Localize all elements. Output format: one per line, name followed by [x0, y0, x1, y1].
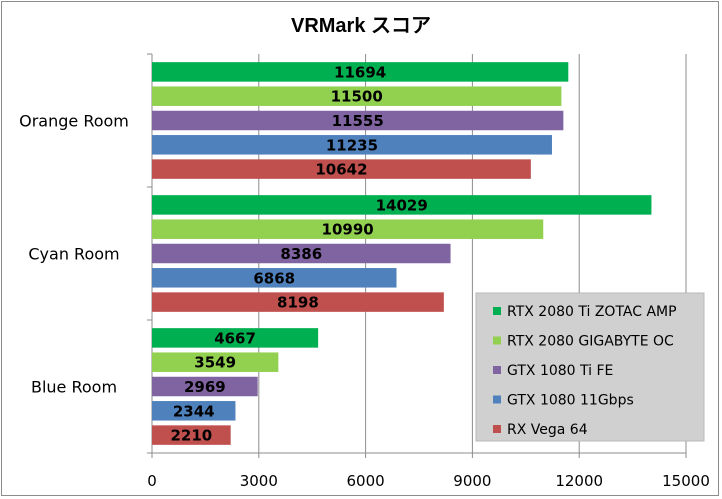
bar [152, 135, 552, 155]
bar [152, 401, 236, 421]
bar [152, 268, 397, 288]
data-label: 11500 [331, 88, 383, 106]
data-label: 11235 [326, 136, 378, 154]
x-tick-label: 15000 [662, 472, 710, 490]
bar [152, 86, 562, 106]
data-label: 8198 [277, 294, 319, 312]
data-label: 8386 [280, 245, 322, 263]
bar [152, 425, 231, 445]
bar [152, 219, 544, 239]
data-label: 2210 [170, 427, 212, 445]
bar [152, 328, 319, 348]
bar [152, 352, 279, 372]
legend-label: RX Vega 64 [507, 422, 588, 438]
legend-swatch [493, 366, 501, 374]
data-label: 11694 [334, 63, 386, 81]
legend-label: GTX 1080 11Gbps [507, 393, 634, 409]
bar [152, 62, 569, 82]
bar [152, 110, 564, 131]
bar [152, 195, 652, 215]
x-tick-label: 6000 [347, 472, 385, 490]
data-label: 6868 [253, 269, 295, 287]
x-tick-label: 12000 [555, 472, 603, 490]
bar [152, 159, 531, 179]
x-tick-label: 0 [147, 472, 157, 490]
legend-swatch [493, 336, 501, 345]
category-label: Orange Room [19, 112, 129, 131]
data-label: 10642 [315, 161, 367, 179]
legend-swatch [493, 425, 501, 433]
category-label: Blue Room [31, 378, 117, 397]
bar [152, 292, 444, 312]
data-label: 14029 [376, 196, 428, 214]
legend-box [475, 292, 705, 442]
data-label: 11555 [332, 112, 384, 130]
legend-swatch [493, 395, 501, 404]
x-tick-label: 3000 [240, 472, 278, 490]
data-label: 4667 [214, 329, 256, 347]
data-label: 3549 [194, 354, 236, 372]
chart-title: VRMark スコア [291, 15, 431, 37]
data-label: 2344 [173, 402, 215, 420]
data-label: 2969 [184, 378, 226, 396]
bar [152, 243, 451, 264]
legend-swatch [493, 307, 501, 315]
data-label: 10990 [322, 221, 374, 239]
legend-label: RTX 2080 GIGABYTE OC [507, 334, 674, 350]
x-tick-label: 9000 [453, 472, 491, 490]
category-label: Cyan Room [28, 245, 119, 264]
legend-label: GTX 1080 Ti FE [507, 363, 613, 379]
legend-label: RTX 2080 Ti ZOTAC AMP [507, 304, 677, 320]
bar [152, 376, 258, 397]
